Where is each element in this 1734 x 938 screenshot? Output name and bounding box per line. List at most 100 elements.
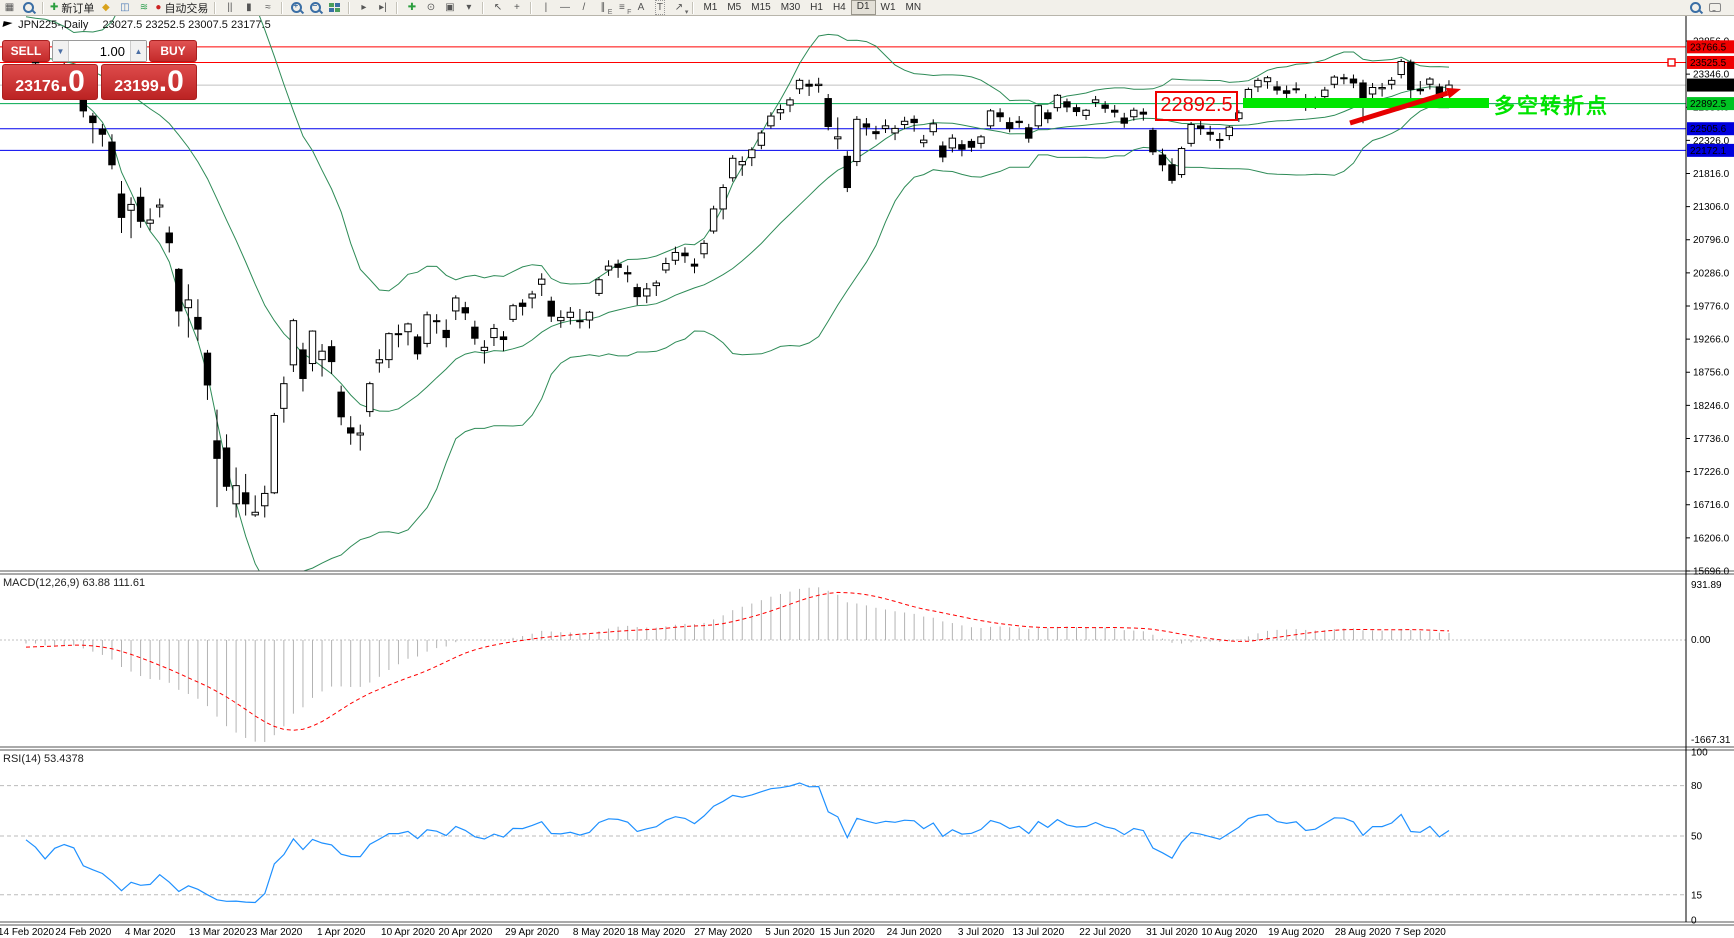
- zoom-in-icon[interactable]: +: [288, 1, 305, 14]
- candle-body: [1149, 129, 1157, 153]
- channel-icon[interactable]: ∥ E: [600, 2, 613, 16]
- arrows-icon[interactable]: ↗ ▾: [674, 2, 689, 16]
- candle-body: [1254, 79, 1262, 88]
- candle-body: [986, 110, 995, 127]
- trend-arrow-head[interactable]: [1446, 87, 1461, 99]
- chart-shift-icon[interactable]: ▸|: [379, 2, 387, 13]
- candle-body: [261, 492, 269, 507]
- timeframe-d1[interactable]: D1: [850, 0, 876, 15]
- search-icon[interactable]: [1687, 1, 1704, 14]
- cursor-icon[interactable]: ↖: [493, 2, 503, 13]
- candle-body: [480, 346, 489, 352]
- volume-decrease-button[interactable]: ▼: [53, 41, 69, 61]
- new-window-icon[interactable]: ▦: [4, 2, 15, 13]
- chart-cursor-icon: [2, 21, 13, 29]
- chat-icon[interactable]: [1706, 1, 1723, 14]
- candle-body: [318, 350, 326, 361]
- candle-body: [1273, 86, 1281, 91]
- trend-arrow-shaft[interactable]: [1349, 90, 1449, 126]
- candle-body: [1206, 131, 1214, 135]
- buy-button[interactable]: BUY: [149, 40, 197, 62]
- zoom-out-icon[interactable]: −: [307, 1, 324, 14]
- horizontal-line-icon[interactable]: —: [559, 2, 570, 13]
- support-zone-bar[interactable]: [1243, 98, 1489, 108]
- candle-body: [767, 115, 775, 127]
- signals-icon[interactable]: ≋: [139, 2, 149, 13]
- candle-body: [1330, 76, 1339, 85]
- indicators-add-icon[interactable]: ✚: [407, 2, 417, 13]
- auto-scroll-icon[interactable]: ▸: [361, 2, 367, 13]
- new-order-button[interactable]: ✚ 新订单: [50, 2, 95, 15]
- volume-increase-button[interactable]: ▲: [130, 41, 146, 61]
- rsi-axis-label: 0: [1691, 916, 1697, 927]
- candle-body: [1130, 109, 1138, 118]
- volume-input[interactable]: [69, 41, 130, 61]
- candle-body: [146, 219, 154, 224]
- tile-windows-icon[interactable]: [326, 1, 343, 14]
- timeframe-h1[interactable]: H1: [810, 2, 823, 13]
- candle-body: [681, 252, 689, 257]
- market-watch-icon[interactable]: [20, 1, 37, 14]
- price-tick-label: 18246.0: [1693, 401, 1730, 412]
- price-axis: 23856.023346.022836.022326.021816.021306…: [1686, 37, 1734, 927]
- trendline-icon[interactable]: /: [582, 2, 586, 13]
- timeframe-mn[interactable]: MN: [905, 2, 922, 13]
- autotrading-button[interactable]: ● 自动交易: [155, 2, 209, 15]
- vertical-line-icon[interactable]: |: [544, 2, 548, 13]
- date-label: 22 Jul 2020: [1079, 927, 1131, 938]
- date-label: 10 Aug 2020: [1201, 927, 1258, 938]
- candle-body: [1005, 122, 1014, 129]
- candle-body: [375, 359, 384, 364]
- crosshair-icon[interactable]: +: [514, 2, 520, 13]
- rsi-axis-label: 100: [1691, 748, 1708, 759]
- timeframe-w1[interactable]: W1: [880, 2, 896, 13]
- candle-body: [853, 118, 861, 163]
- sell-price-panel[interactable]: 23176.0: [2, 64, 98, 100]
- bars-chart-icon[interactable]: ||: [227, 2, 233, 13]
- candle-body: [385, 333, 393, 361]
- rsi-axis-label: 80: [1691, 781, 1703, 792]
- price-callout-box[interactable]: 22892.5: [1155, 91, 1238, 121]
- styles-bucket-icon[interactable]: ◆: [102, 2, 110, 13]
- toolbar-separator: [42, 1, 44, 14]
- price-tick-label: 22326.0: [1693, 136, 1730, 147]
- timeframe-m30[interactable]: M30: [780, 2, 801, 13]
- timeframe-m5[interactable]: M5: [727, 2, 742, 13]
- timeframe-m1[interactable]: M1: [703, 2, 718, 13]
- candle-body: [1053, 94, 1062, 109]
- toolbar-separator: [348, 1, 351, 14]
- price-badge-label: 22505.6: [1690, 124, 1727, 135]
- fibonacci-icon[interactable]: ≡ F: [619, 2, 632, 16]
- timeframe-h4[interactable]: H4: [832, 2, 846, 13]
- profiles-icon[interactable]: ◫: [120, 2, 130, 13]
- date-label: 15 Jun 2020: [820, 927, 875, 938]
- price-badge-label: 22892.5: [1690, 99, 1727, 110]
- buy-price-panel[interactable]: 23199.0: [101, 64, 197, 100]
- candle-body: [1091, 99, 1100, 103]
- main-toolbar: ▦ ✚ 新订单 ◆ ◫ ≋ ● 自动交易 || ▮ ≈ + − ▸ ▸| ✚ ⊙ ▣ ▾ ↖ + | — / ∥ E ≡ F A T ↗ ▾ M…: [0, 0, 1734, 16]
- toolbar-separator: [214, 1, 217, 14]
- candles-chart-icon[interactable]: ▮: [246, 2, 252, 13]
- label-icon[interactable]: T: [654, 0, 665, 15]
- candle-body: [929, 123, 937, 133]
- date-label: 29 Apr 2020: [505, 927, 559, 938]
- toolbar-separator: [530, 1, 533, 14]
- candle-body: [1387, 79, 1396, 85]
- timeframe-m15[interactable]: M15: [751, 2, 771, 13]
- sell-button[interactable]: SELL: [2, 40, 50, 62]
- periods-icon[interactable]: ⊙: [426, 2, 436, 13]
- candle-body: [814, 83, 823, 87]
- dropdown-arrow-icon[interactable]: ▾: [466, 2, 472, 13]
- text-icon[interactable]: A: [637, 2, 645, 13]
- price-badge: [1687, 78, 1734, 92]
- templates-icon[interactable]: ▣: [445, 2, 455, 13]
- candle-body: [1120, 117, 1128, 124]
- candle-body: [499, 336, 508, 341]
- turning-point-text[interactable]: 多空转折点: [1494, 95, 1609, 118]
- candle-body: [604, 265, 613, 271]
- candle-body: [432, 320, 441, 323]
- line-handle[interactable]: [1667, 58, 1676, 67]
- candle-body: [862, 123, 871, 128]
- line-chart-icon[interactable]: ≈: [265, 2, 271, 13]
